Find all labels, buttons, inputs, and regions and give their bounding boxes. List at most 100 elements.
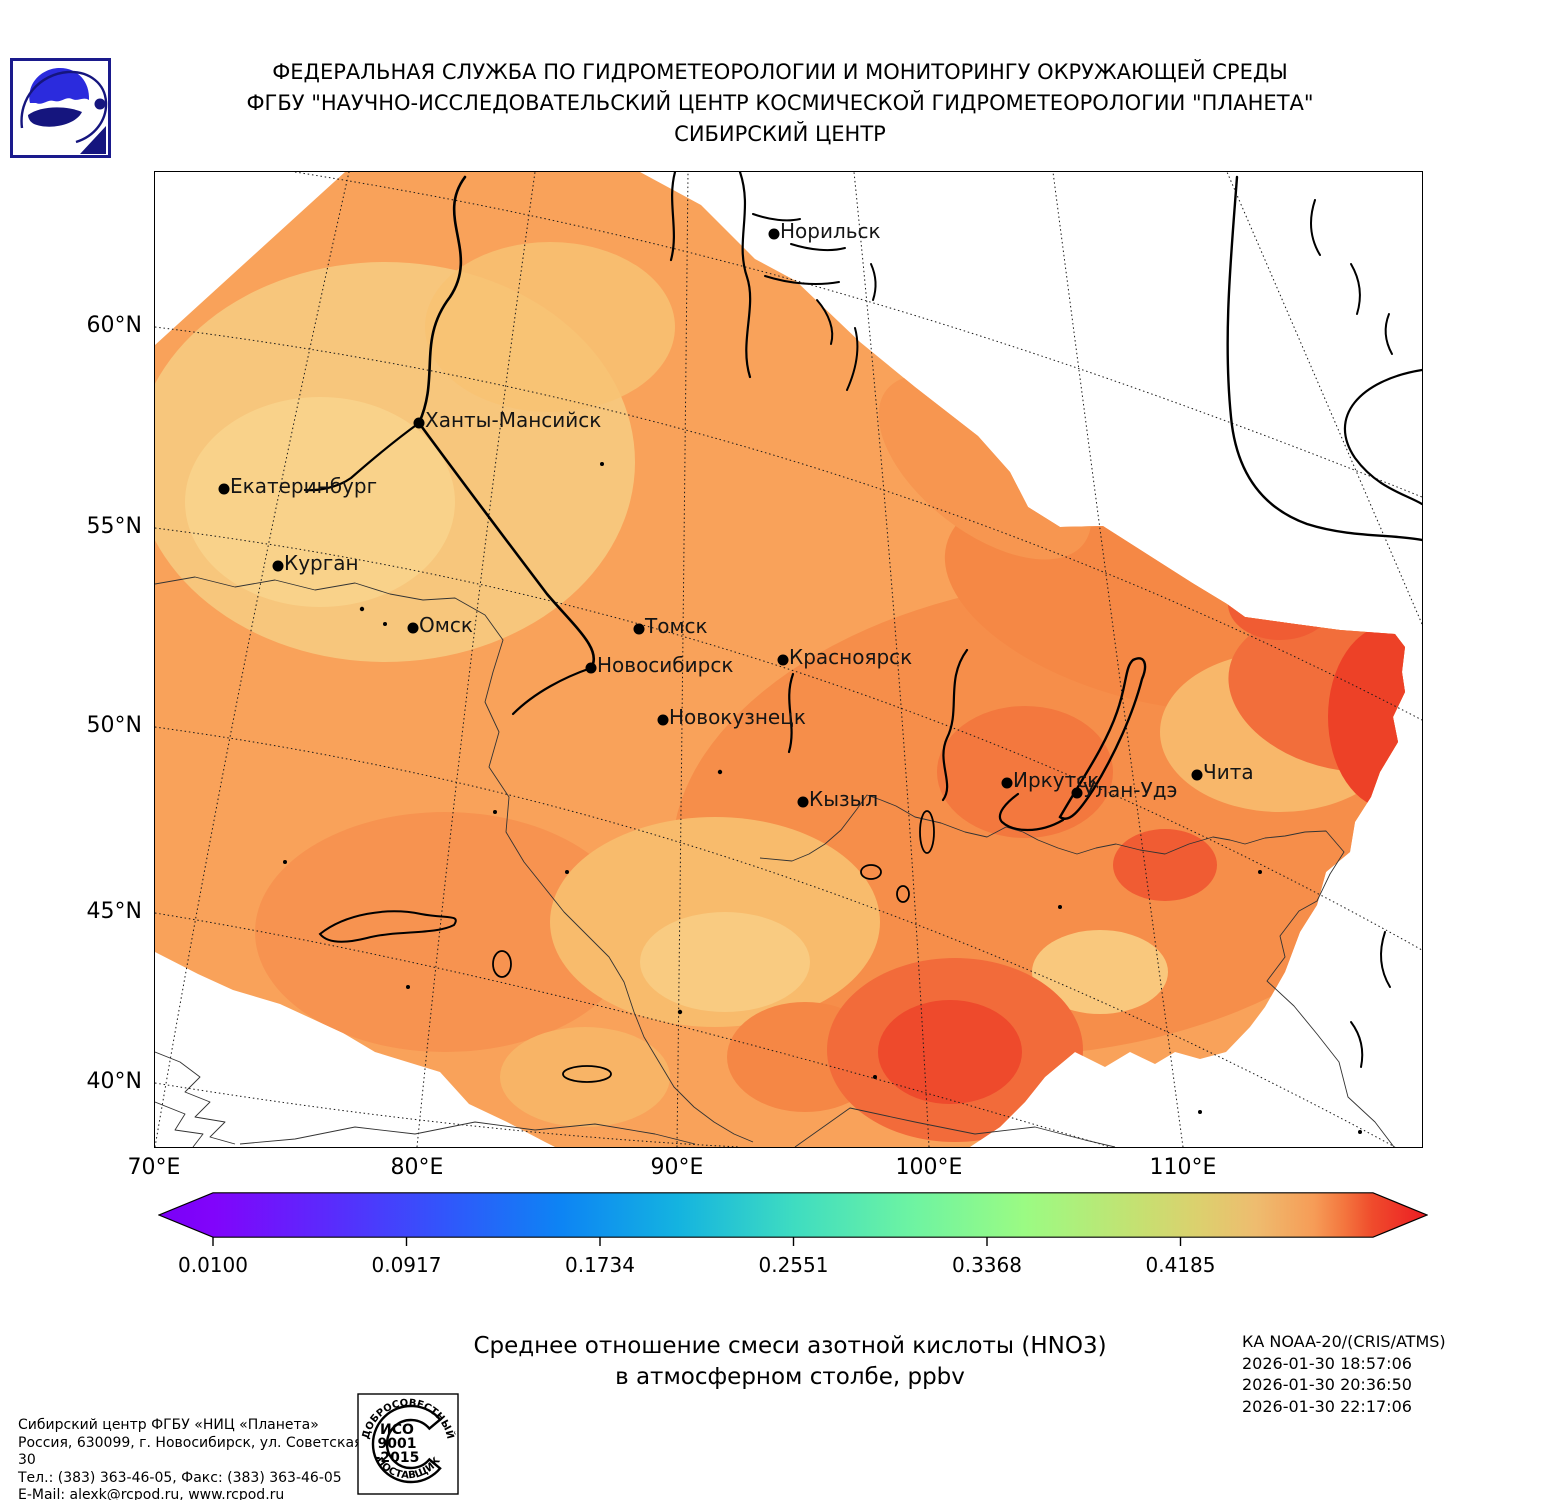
river-small [1350, 1021, 1364, 1068]
badge-iso-text: ИСО [380, 1422, 414, 1438]
meridian-70e [154, 171, 350, 1148]
parallel-40n [154, 1082, 741, 1148]
city-label: Чита [1203, 760, 1254, 784]
city-marker [768, 228, 780, 240]
meridian-120e [1226, 171, 1423, 625]
logo-globe-icon [29, 68, 90, 104]
colorbar-tick-label: 0.1734 [565, 1253, 635, 1277]
pass-timestamp: 2026-01-30 22:17:06 [1242, 1396, 1412, 1416]
header-line-3: СИБИРСКИЙ ЦЕНТР [674, 122, 886, 146]
logo-triangle-icon [80, 126, 106, 154]
city-label: Екатеринбург [230, 474, 377, 498]
city-marker [218, 483, 230, 495]
river-norilsk [816, 299, 834, 345]
badge-c-glyph [371, 1404, 442, 1484]
contour-lightest [185, 397, 455, 607]
map-caption: Среднее отношение смеси азотной кислоты … [370, 1331, 1210, 1393]
contour-light [1032, 930, 1168, 1014]
city-marker [633, 623, 645, 635]
colorbar [158, 1192, 1428, 1246]
river-taz [738, 170, 752, 379]
contour-lightest [640, 912, 810, 1012]
city-layer: Норильск Ханты-Мансийск Екатеринбург Курган… [218, 219, 1254, 811]
river-norilsk [790, 243, 846, 252]
city-label: Улан-Удэ [1083, 778, 1178, 802]
city-marker [585, 662, 597, 674]
logo-satellite-icon [94, 98, 106, 110]
border-central-asia [154, 1051, 236, 1145]
contour-light [425, 242, 675, 412]
river-small [1350, 263, 1361, 315]
map-frame: Норильск Ханты-Мансийск Екатеринбург Курган… [154, 170, 1424, 1185]
lat-tick-label: 45°N [86, 899, 142, 924]
logo-orbit-icon [20, 70, 108, 144]
border-south [239, 1121, 696, 1145]
lon-tick-label: 110°E [1149, 1155, 1217, 1180]
lake-zaysan [562, 1065, 612, 1083]
parallel-45n [154, 912, 1111, 1148]
parallel-60n [154, 326, 1423, 721]
pass-timestamp: 2026-01-30 18:57:06 [1242, 1353, 1412, 1373]
meridian-90e [676, 171, 689, 1148]
contour-red [878, 1000, 1022, 1104]
city-marker [1001, 777, 1013, 789]
graticule [154, 171, 1423, 1148]
lake-uvs [860, 864, 882, 880]
hno3-map: Норильск Ханты-Мансийск Екатеринбург Курган… [154, 170, 1424, 1185]
city-label: Ханты-Мансийск [425, 408, 601, 432]
city-label: Красноярск [789, 645, 912, 669]
city-label: Омск [419, 613, 473, 637]
planeta-logo [10, 58, 111, 158]
lake-alakol [492, 950, 512, 978]
colorbar-gradient [158, 1192, 1428, 1238]
lake-baikal-southwest [998, 792, 1065, 831]
colorbar-ticks [212, 1237, 1182, 1246]
city-marker [413, 417, 425, 429]
hydrography [303, 170, 1424, 1185]
contour-light [500, 1027, 670, 1127]
lon-tick-label: 100°E [895, 1155, 963, 1180]
header-line-2: ФГБУ "НАУЧНО-ИССЛЕДОВАТЕЛЬСКИЙ ЦЕНТР КОС… [246, 91, 1314, 115]
satellite-info: КА NOAA-20/(CRIS/ATMS) 2026-01-30 18:57:… [1242, 1331, 1542, 1417]
lake-balkhash [318, 910, 457, 943]
river-small [1380, 931, 1391, 988]
city-marker [407, 622, 419, 634]
river-pur [669, 170, 677, 262]
header-title: ФЕДЕРАЛЬНАЯ СЛУЖБА ПО ГИДРОМЕТЕОРОЛОГИИ … [120, 57, 1440, 150]
krasnoyarsk-reservoir [787, 672, 795, 754]
badge-year-text: -2015 [375, 1450, 420, 1466]
lon-tick-label: 80°E [390, 1155, 444, 1180]
meridian-110e [1052, 171, 1184, 1148]
contact-info: Сибирский центр ФГБУ «НИЦ «Планета» Росси… [18, 1417, 378, 1500]
city-label: Норильск [780, 219, 881, 243]
city-label: Иркутск [1013, 768, 1099, 792]
country-borders [154, 576, 1395, 1148]
lake-specks [283, 462, 1362, 1134]
colorbar-tick-label: 0.2551 [758, 1253, 829, 1277]
river-small [1310, 199, 1321, 256]
contour-red [1328, 625, 1405, 809]
lake-baikal [1058, 657, 1147, 820]
river-yenisei [1226, 175, 1424, 542]
lat-tick-label: 40°N [86, 1069, 142, 1094]
city-label: Новокузнецк [669, 705, 806, 729]
contour-red-orange [1113, 829, 1217, 901]
badge-9001-text: 9001 [378, 1436, 417, 1452]
city-label: Томск [644, 614, 708, 638]
colorbar-tick-label: 0.3368 [952, 1253, 1022, 1277]
city-marker [797, 796, 809, 808]
iso-9001-badge: ДОБРОСОВЕСТНЫЙ ПОСТАВЩИК ИСО 9001 -2015 [357, 1393, 459, 1495]
border-kazakhstan [154, 576, 754, 1143]
contour-red-orange [937, 706, 1113, 838]
lon-tick-label: 70°E [127, 1155, 181, 1180]
contour-red-orange [1228, 568, 1332, 640]
satellite-platform: КА NOAA-20/(CRIS/ATMS) [1242, 1332, 1446, 1351]
contact-line: Сибирский центр ФГБУ «НИЦ «Планета» [18, 1417, 319, 1433]
logo-swoosh-icon [28, 107, 82, 127]
caption-line-2: в атмосферном столбе, ppbv [615, 1364, 965, 1390]
city-label: Кызыл [809, 787, 878, 811]
contact-line: E-Mail: alexk@rcpod.ru, www.rcpod.ru [18, 1487, 285, 1500]
city-label: Новосибирск [597, 653, 733, 677]
river-lower-tunguska [1343, 368, 1424, 506]
